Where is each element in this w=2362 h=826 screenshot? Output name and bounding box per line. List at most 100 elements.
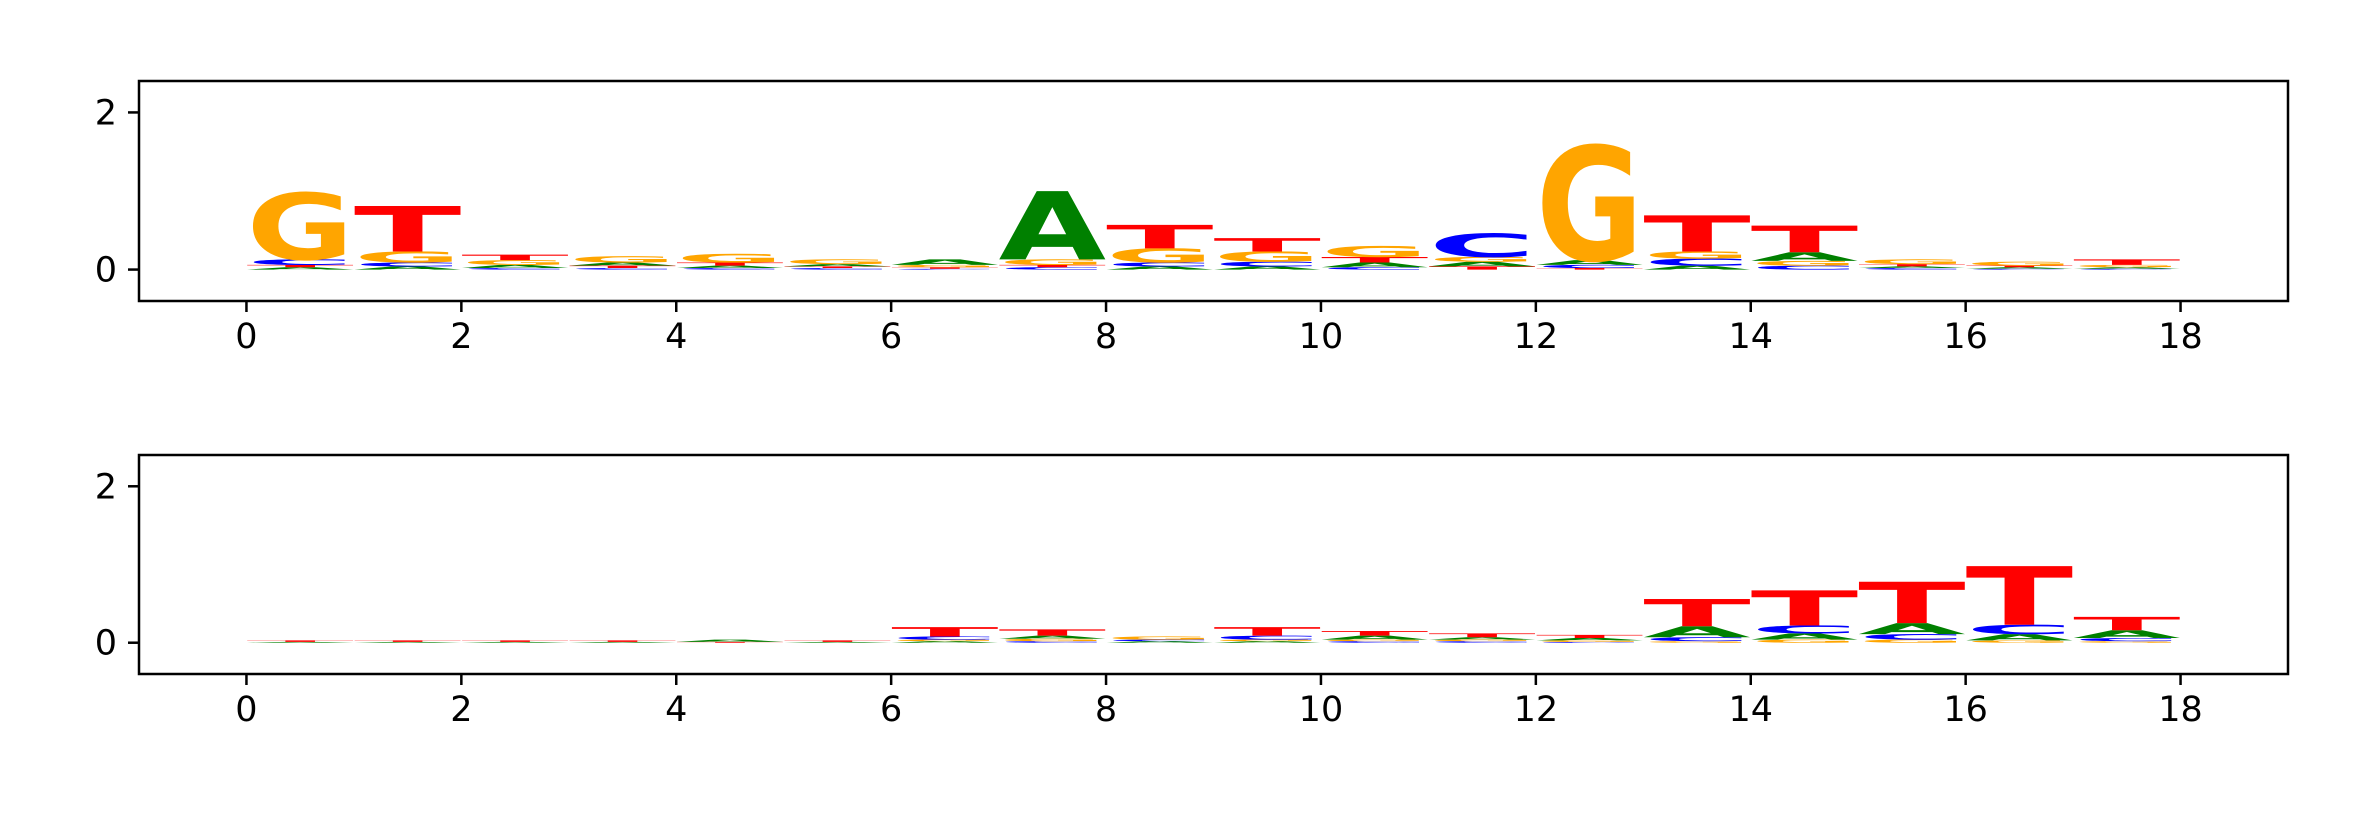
logo-letter-A-pos4: A <box>676 639 783 643</box>
x-tick-label: 8 <box>1095 317 1117 357</box>
x-tick-label: 18 <box>2158 690 2203 730</box>
logo-letter-A-pos12: A <box>1536 637 1643 641</box>
logo-letter-C-pos17: C <box>2073 269 2180 270</box>
logo-letter-C-pos7: C <box>999 267 1106 271</box>
logo-letter-A-pos17: A <box>2073 628 2180 640</box>
logo-letter-A-pos7: A <box>999 172 1107 281</box>
logo-letter-T-pos14: T <box>1751 581 1858 637</box>
logo-letter-A-pos6: A <box>891 258 998 267</box>
logo-letter-G-pos15: G <box>1858 258 1965 266</box>
logo-letter-T-pos4: T <box>676 642 783 643</box>
y-tick-label: 0 <box>95 251 117 291</box>
logo-letter-C-pos17: C <box>2073 637 2180 642</box>
logo-letter-A-pos8: A <box>1106 641 1213 643</box>
logo-letter-T-pos14: T <box>1751 218 1858 261</box>
logo-letter-A-pos7: A <box>999 635 1106 640</box>
logo-letter-A-pos11: A <box>1428 637 1535 641</box>
logo-letter-T-pos12: T <box>1536 268 1643 270</box>
logo-letter-G-pos4: G <box>676 252 783 266</box>
logo-letter-C-pos15: C <box>1858 268 1965 270</box>
logo-letter-C-pos10: C <box>1321 267 1428 271</box>
logo-letter-G-pos8: G <box>1106 636 1213 641</box>
logo-letter-G-pos1: G <box>354 249 461 266</box>
y-tick-label: 2 <box>95 93 117 133</box>
logo-letter-T-pos2: T <box>461 253 568 262</box>
logo-letter-T-pos1: T <box>354 640 461 642</box>
logo-letter-G-pos2: G <box>461 259 568 267</box>
x-tick-label: 14 <box>1728 317 1773 357</box>
logo-letter-C-pos14: C <box>1751 624 1858 636</box>
logo-letter-T-pos11: T <box>1428 632 1535 638</box>
x-tick-label: 8 <box>1095 690 1117 730</box>
logo-letter-C-pos2: C <box>461 268 568 270</box>
logo-letter-T-pos15: T <box>1858 570 1966 636</box>
logo-letter-A-pos0: A <box>246 642 353 643</box>
logo-letter-T-pos11: T <box>1428 266 1535 271</box>
logo-letter-C-pos12: C <box>1536 264 1643 269</box>
logo-letter-C-pos8: C <box>1106 261 1213 267</box>
logo-letter-G-pos12: G <box>1536 116 1643 299</box>
logo-letter-T-pos17: T <box>2073 613 2180 634</box>
logo-letter-G-pos15: G <box>1858 639 1965 644</box>
logo-letter-C-pos8: C <box>1106 639 1213 641</box>
logo-letter-G-pos14: G <box>1751 260 1858 268</box>
x-tick-label: 10 <box>1299 317 1344 357</box>
logo-letter-A-pos14: A <box>1751 250 1858 264</box>
logo-letter-C-pos7: C <box>999 641 1106 643</box>
logo-letter-A-pos2: A <box>461 264 568 269</box>
logo-letter-A-pos0: A <box>246 267 353 271</box>
logo-letter-T-pos0: T <box>246 264 353 268</box>
logo-letter-A-pos14: A <box>1751 632 1858 642</box>
logo-letter-T-pos5: T <box>784 266 891 268</box>
logo-letter-C-pos1: C <box>354 261 461 267</box>
logo-letter-C-pos6: C <box>891 636 998 641</box>
logo-glyphs: AT AT AT AT TA AT AGCTCGATACGAGCTCGATCGATCGATG… <box>246 551 2180 644</box>
x-tick-label: 2 <box>450 317 472 357</box>
logo-letter-T-pos4: T <box>676 262 783 267</box>
logo-letter-A-pos15: A <box>1858 620 1965 637</box>
logo-letter-G-pos7: G <box>999 258 1106 267</box>
logo-letter-T-pos16: T <box>1966 265 2073 267</box>
logo-letter-G-pos13: G <box>1643 250 1750 261</box>
logo-letter-C-pos9: C <box>1214 261 1321 268</box>
logo-letter-G-pos11: G <box>1428 256 1535 264</box>
logo-letter-T-pos13: T <box>1643 206 1750 264</box>
logo-letter-A-pos3: A <box>569 642 676 643</box>
logo-letter-A-pos6: A <box>891 641 998 643</box>
logo-letter-T-pos2: T <box>461 640 568 642</box>
logo-letter-T-pos13: T <box>1643 592 1750 636</box>
logo-letter-A-pos10: A <box>1321 635 1428 641</box>
x-tick-label: 2 <box>450 690 472 730</box>
logo-letter-A-pos9: A <box>1214 266 1321 271</box>
logo-letter-A-pos2: A <box>461 642 568 643</box>
logo-letter-T-pos17: T <box>2073 258 2180 267</box>
logo-letter-G-pos6: G <box>891 639 998 641</box>
axes-frame <box>137 79 2290 303</box>
logo-letter-G-pos7: G <box>999 638 1106 642</box>
logo-letter-C-pos9: C <box>1214 635 1321 641</box>
logo-letter-C-pos16: C <box>1966 269 2073 270</box>
logo-letter-T-pos5: T <box>784 640 891 642</box>
logo-letter-G-pos11: G <box>1428 639 1535 641</box>
logo-letter-G-pos17: G <box>2073 641 2180 643</box>
logo-letter-T-pos7: T <box>999 628 1106 638</box>
logo-letter-C-pos0: C <box>246 258 353 267</box>
x-tick-label: 14 <box>1728 690 1773 730</box>
logo-letter-A-pos13: A <box>1643 265 1750 271</box>
x-tick-label: 6 <box>880 317 902 357</box>
y-tick-label: 2 <box>95 467 117 507</box>
logo-letter-A-pos16: A <box>1966 267 2073 269</box>
logo-letter-C-pos15: C <box>1858 633 1965 642</box>
x-tick-label: 0 <box>235 317 257 357</box>
logo-letter-G-pos14: G <box>1751 639 1858 644</box>
x-tick-label: 12 <box>1514 317 1559 357</box>
x-tick-label: 4 <box>665 690 687 730</box>
logo-letter-A-pos3: A <box>569 262 676 267</box>
logo-letter-A-pos5: A <box>784 263 891 267</box>
x-tick-label: 10 <box>1299 690 1344 730</box>
logo-letter-T-pos0: T <box>246 640 353 642</box>
